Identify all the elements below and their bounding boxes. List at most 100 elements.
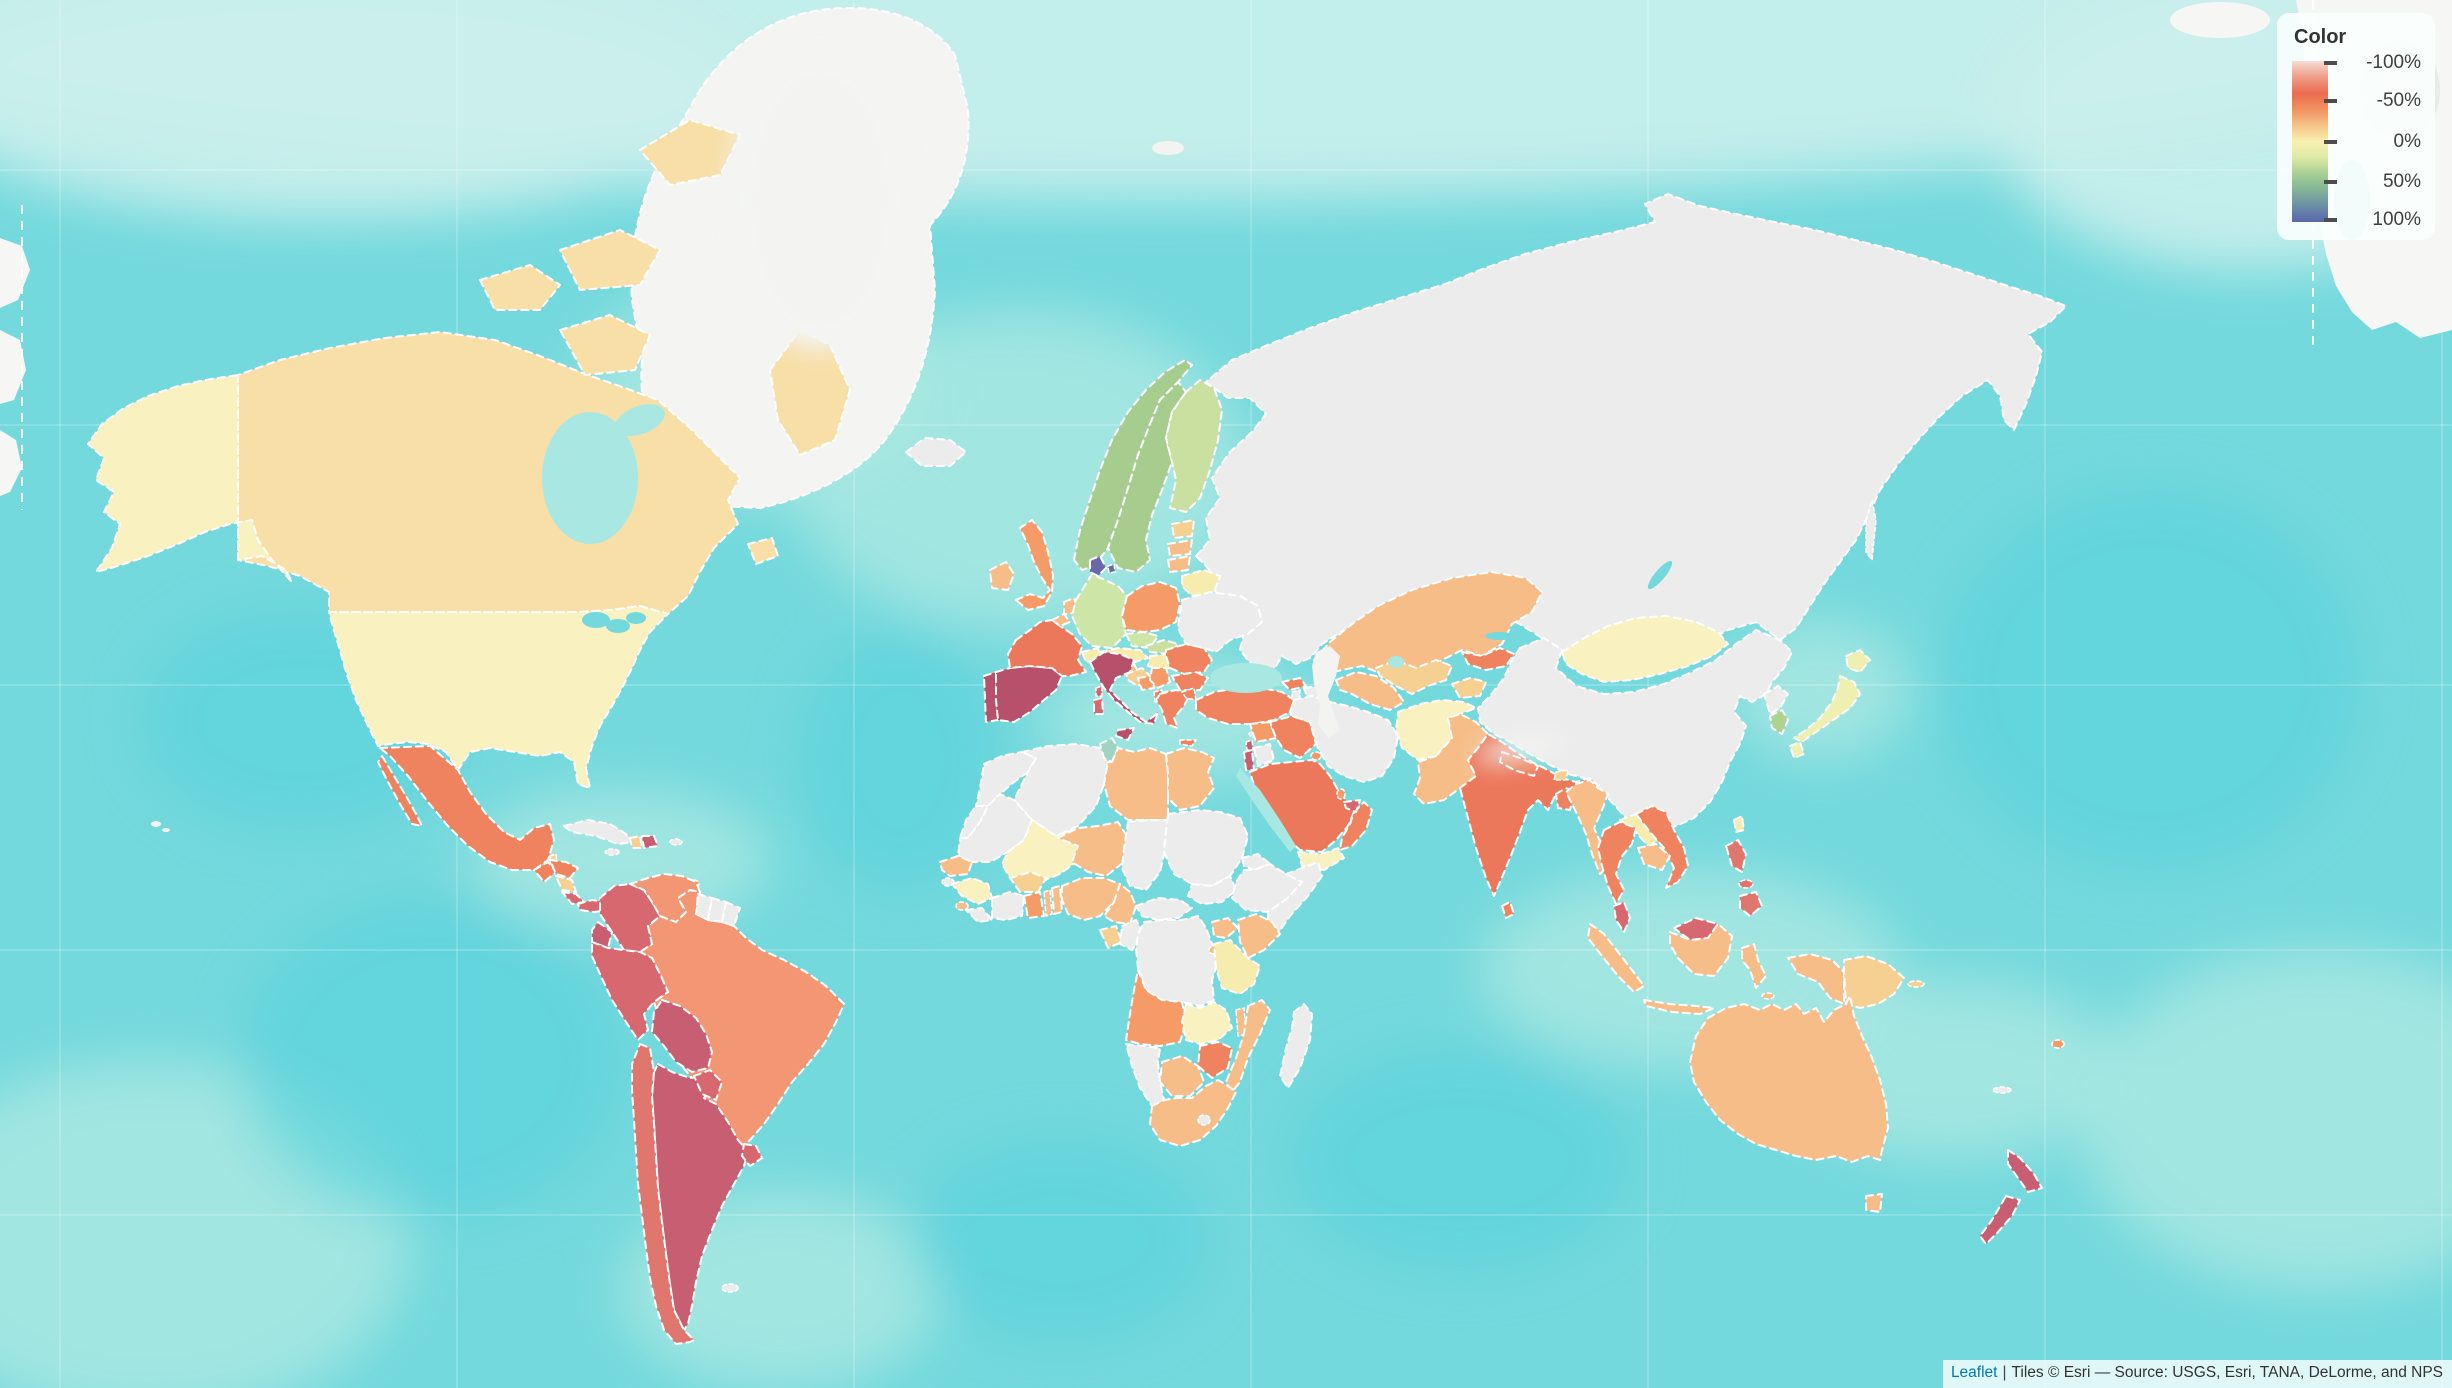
country-tajikistan[interactable] [1451, 677, 1487, 699]
country-iceland[interactable] [905, 437, 967, 467]
country-jordan[interactable] [1253, 743, 1275, 767]
country-japan-kyushu[interactable] [1789, 741, 1805, 759]
country-philippines-mindanao[interactable] [1739, 891, 1763, 917]
country-vietnam[interactable] [1635, 805, 1689, 889]
country-newzealand-north[interactable] [2007, 1149, 2043, 1193]
country-gabon[interactable] [1099, 925, 1123, 949]
country-newcaledonia[interactable] [1992, 1086, 2012, 1094]
country-niger[interactable] [1057, 821, 1129, 877]
country-senegal[interactable] [939, 855, 973, 877]
country-angola[interactable] [1125, 969, 1187, 1047]
country-kyrgyzstan[interactable] [1461, 647, 1515, 671]
country-cambodia[interactable] [1637, 843, 1671, 871]
country-southafrica[interactable] [1149, 1079, 1237, 1147]
country-namibia[interactable] [1125, 1043, 1165, 1107]
country-israel[interactable] [1243, 749, 1255, 771]
country-australia-tasmania[interactable] [1865, 1193, 1883, 1213]
country-mexico-baja[interactable] [377, 755, 423, 827]
country-malaysia-peninsula[interactable] [1613, 901, 1631, 933]
country-indonesia-papua[interactable] [1787, 953, 1845, 1005]
country-colombia[interactable] [599, 883, 661, 953]
country-nicaragua[interactable] [555, 875, 577, 893]
country-belgium[interactable] [1051, 613, 1071, 627]
country-png[interactable] [1843, 955, 1905, 1009]
country-iran[interactable] [1289, 695, 1399, 783]
country-dominican[interactable] [641, 835, 659, 849]
country-chad[interactable] [1121, 819, 1169, 891]
country-suriname[interactable] [707, 897, 727, 923]
country-southsudan[interactable] [1187, 875, 1237, 905]
country-nigeria[interactable] [1061, 877, 1121, 921]
country-png-newbritain[interactable] [1907, 980, 1925, 988]
country-ivorycoast[interactable] [991, 891, 1025, 921]
country-botswana[interactable] [1159, 1055, 1205, 1097]
country-taiwan[interactable] [1733, 815, 1745, 833]
country-china[interactable] [1477, 629, 1793, 833]
country-newzealand-south[interactable] [1979, 1195, 2021, 1245]
country-indonesia-sulawesi[interactable] [1741, 943, 1767, 989]
country-honduras[interactable] [549, 859, 579, 879]
country-uzbekistan[interactable] [1375, 659, 1453, 695]
country-japan-honshu[interactable] [1793, 675, 1861, 743]
country-somalia[interactable] [1267, 861, 1323, 937]
country-northkorea[interactable] [1763, 685, 1789, 715]
country-italy-sicily[interactable] [1115, 727, 1135, 741]
country-philippines-visayas[interactable] [1738, 879, 1754, 889]
country-usa-alaska[interactable] [87, 374, 293, 583]
country-southkorea[interactable] [1769, 709, 1789, 735]
country-canada-ellesmere[interactable] [639, 119, 741, 186]
country-usa[interactable] [328, 605, 669, 789]
country-turkey-thrace[interactable] [1181, 687, 1197, 701]
country-belarus[interactable] [1181, 569, 1221, 597]
country-uae[interactable] [1343, 799, 1361, 813]
country-bhutan[interactable] [1553, 769, 1569, 781]
country-italy[interactable] [1089, 651, 1159, 725]
country-ghana[interactable] [1023, 891, 1045, 919]
country-sardinia[interactable] [1093, 697, 1104, 715]
country-canada-arctic1[interactable] [559, 229, 661, 291]
country-chile[interactable] [631, 1043, 695, 1345]
country-libya[interactable] [1103, 747, 1169, 821]
country-qatar[interactable] [1336, 788, 1346, 800]
country-peru[interactable] [591, 941, 669, 1041]
country-srilanka[interactable] [1501, 901, 1515, 919]
country-indonesia-java[interactable] [1643, 999, 1715, 1015]
country-corsica[interactable] [1095, 685, 1103, 697]
country-kenya[interactable] [1237, 913, 1281, 959]
country-philippines-luzon[interactable] [1725, 839, 1747, 873]
country-sakhalin[interactable] [1865, 499, 1877, 561]
country-ireland[interactable] [989, 561, 1015, 591]
country-lebanon[interactable] [1245, 739, 1254, 751]
country-bolivia[interactable] [651, 999, 713, 1073]
leaflet-link[interactable]: Leaflet [1950, 1364, 1998, 1381]
country-japan-hokkaido[interactable] [1845, 649, 1871, 673]
country-lesotho[interactable] [1197, 1114, 1211, 1126]
country-canada-arctic2[interactable] [479, 264, 561, 311]
country-serbia[interactable] [1149, 667, 1171, 689]
country-benin[interactable] [1051, 885, 1063, 915]
country-puertorico[interactable] [669, 838, 683, 846]
country-turkmenistan[interactable] [1335, 671, 1405, 711]
country-finland[interactable] [1165, 379, 1223, 513]
country-car[interactable] [1135, 897, 1193, 921]
country-indonesia-sumatra[interactable] [1587, 923, 1645, 993]
country-morocco[interactable] [975, 751, 1037, 807]
country-poland[interactable] [1121, 581, 1181, 633]
country-cameroon[interactable] [1103, 883, 1137, 925]
country-fiji[interactable] [2051, 1039, 2065, 1049]
country-venezuela[interactable] [629, 873, 701, 923]
country-uruguay[interactable] [741, 1143, 763, 1167]
country-sierraleone[interactable] [955, 901, 969, 911]
country-estonia[interactable] [1171, 519, 1195, 539]
country-zambia[interactable] [1181, 1001, 1233, 1045]
country-bulgaria[interactable] [1171, 671, 1209, 691]
country-sweden[interactable] [1107, 381, 1187, 573]
country-kuwait[interactable] [1310, 751, 1322, 761]
country-mongolia[interactable] [1561, 615, 1729, 683]
country-australia[interactable] [1689, 995, 1889, 1163]
country-frenchguiana[interactable] [721, 901, 741, 927]
country-indonesia-kalimantan[interactable] [1669, 923, 1733, 977]
country-egypt[interactable] [1165, 747, 1215, 811]
country-drc[interactable] [1135, 915, 1219, 1007]
